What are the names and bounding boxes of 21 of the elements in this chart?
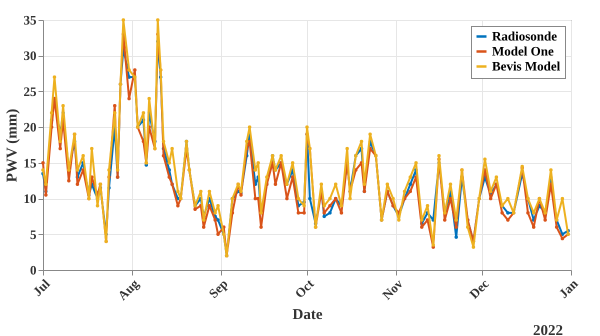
x-tick-label: Sep bbox=[206, 276, 231, 301]
x-axis-title: Date bbox=[292, 307, 323, 324]
x-tick-label: Oct bbox=[292, 276, 318, 301]
x-tick-label: Dec bbox=[466, 276, 492, 302]
y-tick-label: 30 bbox=[24, 48, 36, 64]
x-tick-label: Aug bbox=[114, 276, 142, 304]
y-axis-title: PWV (mm) bbox=[4, 108, 20, 182]
legend-label: Bevis Model bbox=[492, 58, 561, 74]
x-tick-label: Jul bbox=[30, 276, 53, 299]
y-tick-label: 20 bbox=[24, 120, 36, 135]
x-tick-label: Nov bbox=[379, 276, 406, 303]
y-tick-label: 0 bbox=[30, 262, 36, 278]
x-tick-label: Jan bbox=[556, 276, 582, 301]
legend-label: Model One bbox=[492, 44, 554, 58]
text: 2022 bbox=[533, 323, 563, 336]
y-tick-label: 25 bbox=[24, 84, 37, 99]
y-tick-label: 15 bbox=[24, 155, 37, 170]
legend-label: Radiosonde bbox=[492, 28, 558, 44]
y-tick-label: 5 bbox=[30, 226, 37, 242]
y-tick-label: 35 bbox=[24, 12, 37, 28]
y-tick-label: 10 bbox=[24, 191, 36, 206]
